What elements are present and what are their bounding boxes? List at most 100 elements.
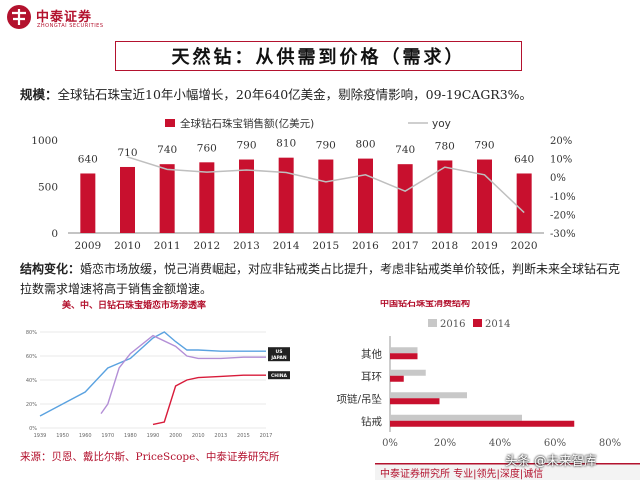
- structure-text: 婚恋市场放缓，悦己消费崛起，对应非钻戒类占比提升，考虑非钻戒类单价较低，判断未来…: [20, 262, 621, 296]
- source-note: 来源：贝恩、戴比尔斯、PriceScope、中泰证券研究所: [20, 451, 280, 463]
- y-right-tick-label: -10%: [550, 192, 576, 203]
- sales-bar-label: 810: [276, 138, 296, 150]
- x-tick-label: 2016: [352, 240, 379, 252]
- bar-2014: [390, 353, 418, 360]
- sales-bar: [120, 166, 135, 233]
- x-tick-label: 2018: [431, 240, 458, 252]
- sales-bar: [358, 158, 373, 233]
- y-right-tick-label: 20%: [550, 136, 572, 147]
- bar-2014: [390, 398, 440, 405]
- scale-label: 规模：: [20, 87, 58, 102]
- x-tick-label: 1980: [124, 433, 137, 439]
- x-tick-label: 2015: [237, 433, 250, 439]
- bar-2016: [390, 392, 467, 399]
- y-left-tick-label: 1000: [31, 135, 58, 147]
- legend-label-yoy: yoy: [432, 118, 451, 130]
- x-tick-label: 1990: [147, 433, 160, 439]
- sales-bar: [199, 162, 215, 233]
- x-tick-label: 80%: [599, 438, 621, 449]
- x-tick-label: 1950: [56, 433, 69, 439]
- structure-summary: 结构变化：婚恋市场放缓，悦己消费崛起，对应非钻戒类占比提升，考虑非钻戒类单价较低…: [20, 259, 632, 299]
- y-left-tick-label: 500: [38, 182, 58, 194]
- x-tick-label: 2012: [193, 240, 220, 252]
- series-tag-label: US: [276, 349, 283, 355]
- x-tick-label: 2009: [74, 240, 101, 252]
- x-tick-label: 0%: [382, 438, 398, 449]
- slide-title: 天然钻：从供需到价格（需求）: [171, 47, 466, 68]
- x-tick-label: 2010: [192, 433, 205, 439]
- series-tag-bg: [268, 371, 290, 380]
- series-tag-bg: [268, 347, 290, 356]
- y-tick-label: 20%: [26, 402, 37, 408]
- legend-label-sales: 全球钻石珠宝销售额(亿美元): [180, 117, 314, 130]
- x-tick-label: 2019: [471, 240, 498, 252]
- sales-bar-label: 800: [355, 139, 375, 151]
- sales-bar-label: 640: [78, 153, 98, 165]
- sales-bar-label: 760: [197, 142, 217, 154]
- category-label: 项链/吊坠: [336, 392, 382, 405]
- sales-bar-label: 740: [395, 144, 415, 156]
- line-japan: [100, 334, 266, 415]
- sales-bar-label: 740: [157, 144, 177, 156]
- category-label: 钻戒: [361, 415, 382, 428]
- x-tick-label: 2017: [392, 240, 419, 252]
- y-right-tick-label: 0%: [550, 173, 566, 184]
- sales-bar-label: 780: [435, 140, 455, 152]
- legend-label: 2014: [485, 319, 510, 330]
- x-tick-label: 2020: [511, 240, 538, 252]
- sales-bar: [437, 160, 453, 233]
- sales-bar-label: 790: [474, 140, 494, 152]
- sales-bar: [318, 159, 334, 233]
- logo-text-cn: 中泰证券: [36, 10, 93, 25]
- x-tick-label: 2013: [214, 433, 227, 439]
- sales-combo-chart: 全球钻石珠宝销售额(亿美元) yoy 0 500 1000 20% 10% 0% -10% -20…: [31, 117, 576, 252]
- legend-label: 2016: [440, 319, 465, 330]
- chart-title: 美、中、日钻石珠宝婚恋市场渗透率: [62, 300, 206, 311]
- sales-bar: [159, 164, 175, 233]
- penetration-line-chart: 美、中、日钻石珠宝婚恋市场渗透率 0% 20% 40% 60% 80% 1939 1950 19…: [26, 300, 290, 439]
- sales-bar: [477, 159, 492, 233]
- logo-mark-icon: [7, 5, 31, 29]
- logo-text-en: ZHONGTAI SECURITIES: [37, 23, 104, 29]
- sales-bar-label: 640: [514, 153, 534, 165]
- x-tick-label: 2017: [260, 433, 273, 439]
- sales-bar: [80, 173, 96, 233]
- x-tick-label: 2010: [114, 240, 141, 252]
- legend-swatch: [428, 319, 437, 327]
- y-tick-label: 80%: [26, 330, 37, 336]
- category-label: 其他: [361, 347, 382, 360]
- x-tick-label: 2013: [233, 240, 260, 252]
- y-right-tick-label: -20%: [550, 210, 576, 221]
- y-right-tick-label: -30%: [550, 229, 576, 240]
- x-tick-label: 1970: [101, 433, 114, 439]
- yoy-line: [127, 156, 525, 214]
- y-tick-label: 0%: [29, 426, 37, 432]
- x-tick-label: 1960: [79, 433, 92, 439]
- x-tick-label: 20%: [434, 438, 456, 449]
- consumption-structure-chart: 中国钻石珠宝消费结构 2016 2014 0% 20% 40% 60% 80% 其他耳环项链/吊…: [336, 300, 621, 449]
- sales-bar: [278, 157, 294, 233]
- footer-bar: [375, 463, 640, 480]
- y-tick-label: 40%: [26, 378, 37, 384]
- bar-2016: [390, 369, 426, 376]
- x-tick-label: 2014: [273, 240, 300, 252]
- line-us: [39, 331, 266, 417]
- scale-text: 全球钻石珠宝近10年小幅增长，20年640亿美金，剔除疫情影响，09-19CAG…: [57, 87, 533, 102]
- legend-swatch: [473, 319, 482, 327]
- sales-bar-label: 790: [316, 140, 336, 152]
- company-logo: 中泰证券 ZHONGTAI SECURITIES: [6, 4, 136, 36]
- watermark: 头条 @未来智库: [505, 453, 597, 468]
- sales-bar: [516, 173, 532, 233]
- x-tick-label: 40%: [489, 438, 511, 449]
- legend-swatch-sales: [165, 119, 175, 127]
- x-tick-label: 2000: [169, 433, 182, 439]
- bar-2016: [390, 414, 522, 421]
- x-tick-label: 2011: [154, 240, 181, 252]
- chart-title: 中国钻石珠宝消费结构: [380, 300, 470, 309]
- series-tag-label: CHINA: [271, 373, 288, 379]
- bar-2014: [390, 420, 575, 427]
- bar-2016: [390, 347, 418, 354]
- y-left-tick-label: 0: [51, 228, 58, 240]
- series-tag-label: JAPAN: [270, 355, 287, 361]
- slide-title-box: 天然钻：从供需到价格（需求）: [115, 41, 522, 71]
